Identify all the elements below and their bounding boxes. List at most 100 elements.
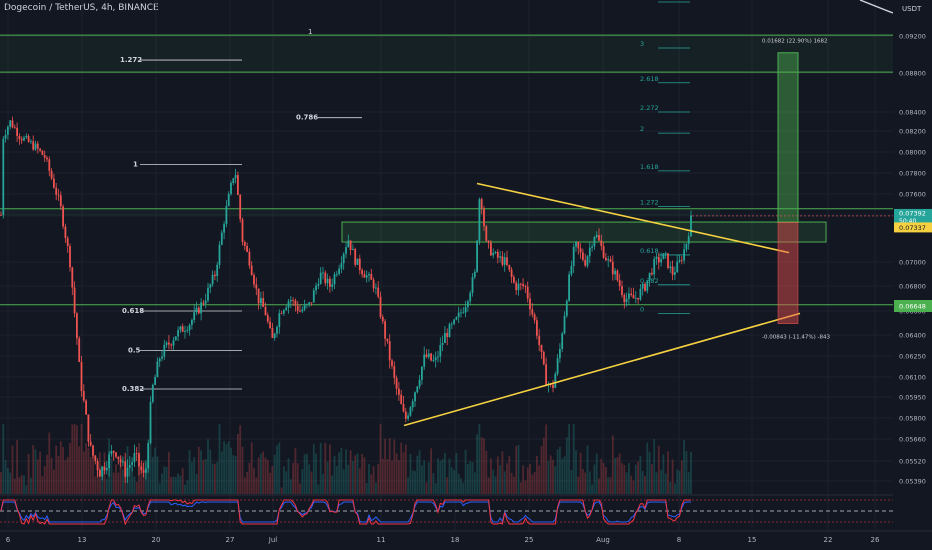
volume-bar (494, 476, 497, 494)
y-tick-label: 0.07000 (899, 259, 926, 267)
volume-bar (411, 470, 414, 494)
target-label: 0.01682 (22.90%) 1682 (762, 39, 828, 45)
volume-bar (308, 464, 311, 494)
volume-bar (18, 477, 21, 494)
volume-bar (39, 451, 41, 494)
x-tick-label: 22 (824, 536, 833, 544)
volume-bar (473, 472, 476, 494)
candle-body (545, 364, 547, 385)
candle-body (526, 286, 529, 299)
y-tick-label: 0.07800 (899, 170, 926, 178)
volume-bar (506, 463, 508, 494)
volume-bar (319, 442, 322, 494)
volume-bar (41, 476, 44, 494)
volume-bar (50, 457, 53, 494)
volume-bar (641, 471, 644, 494)
candle-body (409, 407, 412, 416)
volume-bar (609, 477, 612, 494)
volume-bar (416, 455, 419, 494)
left-fib-label: 0.618 (122, 307, 144, 315)
candle-body (582, 252, 584, 260)
candle-body (471, 277, 474, 293)
candle-body (623, 295, 626, 303)
x-tick-label: 6 (6, 536, 11, 544)
rsi-signal-line (0, 501, 691, 523)
candle-body (460, 312, 462, 314)
volume-bar (588, 471, 591, 494)
volume-bar (427, 462, 430, 494)
volume-bar (674, 483, 676, 494)
volume-bar (690, 452, 692, 494)
volume-bar (526, 467, 529, 494)
volume-bar (430, 448, 432, 494)
left-fib-label: 1 (133, 161, 138, 169)
candle-body (513, 276, 515, 283)
candle-body (632, 295, 635, 299)
volume-bar (278, 442, 281, 494)
volume-bar (76, 425, 78, 494)
volume-bar (345, 449, 347, 494)
candle-body (262, 298, 265, 307)
candle-body (317, 284, 320, 286)
volume-bar (618, 453, 621, 494)
right-fib-label: 2.618 (640, 75, 659, 83)
price-axis: USDT 0.09200 0.08800 0.08400 0.08200 0.08000 0… (893, 0, 932, 550)
volume-bar (503, 471, 506, 494)
candle-body (384, 321, 386, 339)
secondary-price-box (894, 222, 932, 233)
volume-bar (501, 451, 504, 494)
candle-body (7, 126, 9, 135)
candle-body (434, 357, 437, 361)
candle-body (264, 306, 267, 316)
volume-bar (510, 472, 513, 494)
volume-bar (434, 483, 437, 494)
volume-bar (338, 452, 340, 494)
candle-body (186, 330, 189, 332)
candle-body (156, 361, 159, 378)
volume-bar (156, 456, 159, 494)
candle-body (280, 313, 283, 315)
volume-bar (170, 476, 173, 494)
y-tick-label: 0.05800 (899, 415, 926, 423)
candle-body (572, 246, 575, 266)
candle-body (391, 360, 393, 367)
x-tick-label: 13 (78, 536, 87, 544)
volume-bar (94, 476, 97, 494)
volume-bar (315, 453, 317, 494)
volume-bar (423, 460, 426, 494)
candle-body (657, 256, 660, 263)
y-tick-label: 0.05390 (899, 478, 926, 486)
volume-bar (289, 479, 292, 494)
volume-bar (549, 455, 552, 494)
candle-body (76, 313, 78, 339)
x-tick-label: 27 (226, 536, 235, 544)
y-tick-label: 0.05660 (899, 436, 926, 444)
candle-body (577, 241, 580, 249)
candle-body (57, 194, 60, 196)
candle-body (112, 451, 115, 453)
candle-body (421, 366, 423, 380)
candle-body (105, 468, 108, 471)
candle-body (69, 245, 71, 268)
volume-bar (432, 473, 435, 494)
candle-body (147, 443, 150, 469)
volume-bar (591, 484, 593, 494)
candle-body (188, 324, 191, 331)
candle-body (644, 283, 646, 291)
volume-bar (407, 477, 409, 494)
candle-body (354, 248, 357, 265)
volume-bar (87, 447, 90, 494)
candle-body (108, 454, 110, 469)
candle-body (593, 237, 596, 247)
candle-body (140, 466, 143, 471)
candle-body (34, 143, 37, 150)
candle-body (41, 150, 44, 155)
volume-bar (135, 482, 138, 494)
volume-bar (117, 472, 120, 494)
candle-body (322, 272, 324, 274)
volume-bar (547, 461, 550, 494)
candle-body (53, 178, 55, 188)
volume-bar (71, 424, 74, 494)
candle-body (96, 461, 99, 470)
